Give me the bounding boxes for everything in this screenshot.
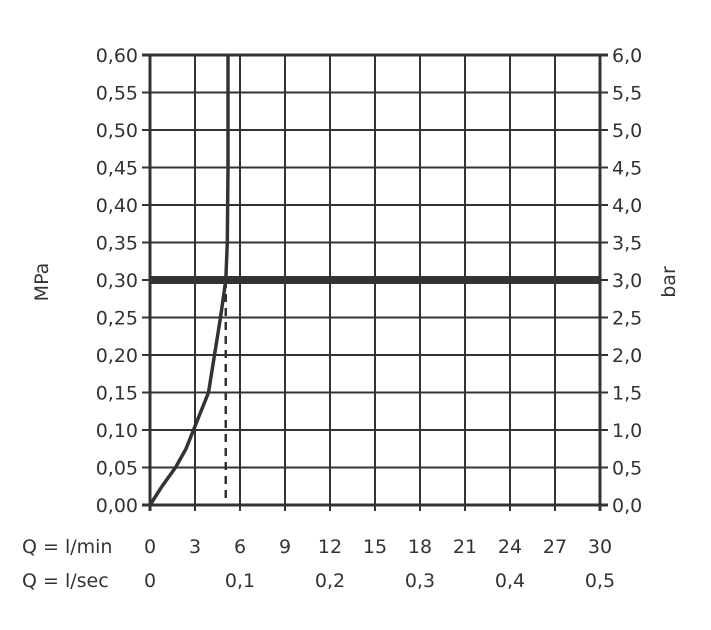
series-line	[148, 55, 230, 506]
x-tick-label: 18	[408, 536, 432, 558]
x-tick-label: 6	[234, 536, 246, 558]
y-tick-label-secondary: 1,5	[612, 383, 642, 405]
y-tick-label: 0,35	[96, 233, 138, 255]
x-tick-label: 24	[498, 536, 522, 558]
y-tick-label: 0,15	[96, 383, 138, 405]
y-axis-label: MPa	[31, 263, 53, 302]
y-tick-label: 0,60	[96, 45, 138, 67]
y-tick-label-secondary: 3,5	[612, 233, 642, 255]
x-tick-label-secondary: 0,2	[315, 570, 345, 592]
y-tick-label: 0,10	[96, 420, 138, 442]
x-tick-label: 30	[588, 536, 612, 558]
y-tick-label: 0,50	[96, 120, 138, 142]
y-tick-label-secondary: 1,0	[612, 420, 642, 442]
x-tick-label-secondary: 0,4	[495, 570, 525, 592]
y-tick-label: 0,45	[96, 158, 138, 180]
y-axis-label-secondary: bar	[658, 266, 680, 298]
x-tick-label: 27	[543, 536, 567, 558]
y-tick-label-secondary: 4,5	[612, 158, 642, 180]
y-tick-label: 0,25	[96, 308, 138, 330]
y-tick-label-secondary: 5,5	[612, 83, 642, 105]
x-axis-label-secondary: Q = l/sec	[22, 570, 109, 592]
x-tick-label: 9	[279, 536, 291, 558]
x-tick-label: 21	[453, 536, 477, 558]
x-axis-label: Q = l/min	[22, 536, 112, 558]
x-tick-label-secondary: 0,3	[405, 570, 435, 592]
x-tick-label-secondary: 0,1	[225, 570, 255, 592]
x-tick-label-secondary: 0	[144, 570, 156, 592]
y-tick-label-secondary: 6,0	[612, 45, 642, 67]
x-tick-label: 12	[318, 536, 342, 558]
y-tick-label-secondary: 3,0	[612, 270, 642, 292]
y-tick-label: 0,40	[96, 195, 138, 217]
y-tick-label-secondary: 0,0	[612, 495, 642, 517]
y-tick-label: 0,55	[96, 83, 138, 105]
x-tick-label-secondary: 0,5	[585, 570, 615, 592]
x-tick-label: 3	[189, 536, 201, 558]
marks	[148, 55, 600, 506]
y-tick-label: 0,20	[96, 345, 138, 367]
y-tick-label-secondary: 4,0	[612, 195, 642, 217]
y-tick-label: 0,30	[96, 270, 138, 292]
y-tick-label: 0,05	[96, 458, 138, 480]
y-tick-label-secondary: 5,0	[612, 120, 642, 142]
tick-labels: 0 3 6 9 12 15 18 21 24 27 300,00 0,00,05 0,50,10 1,00…	[96, 45, 643, 592]
y-tick-label-secondary: 2,0	[612, 345, 642, 367]
x-tick-label: 0	[144, 536, 156, 558]
y-tick-label-secondary: 2,5	[612, 308, 642, 330]
y-tick-label-secondary: 0,5	[612, 458, 642, 480]
y-tick-label: 0,00	[96, 495, 138, 517]
x-tick-label: 15	[363, 536, 387, 558]
